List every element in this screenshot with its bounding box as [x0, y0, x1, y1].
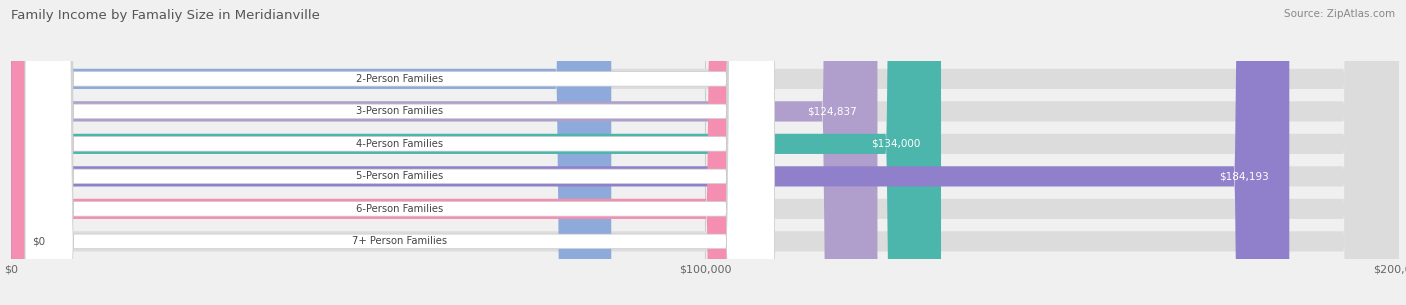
Text: 6-Person Families: 6-Person Families: [356, 204, 443, 214]
FancyBboxPatch shape: [25, 0, 775, 305]
Text: $184,193: $184,193: [1219, 171, 1268, 181]
Text: $108,125: $108,125: [690, 204, 741, 214]
Text: 5-Person Families: 5-Person Families: [356, 171, 443, 181]
FancyBboxPatch shape: [11, 0, 762, 305]
FancyBboxPatch shape: [25, 0, 775, 305]
FancyBboxPatch shape: [11, 0, 941, 305]
FancyBboxPatch shape: [25, 0, 775, 305]
Text: 2-Person Families: 2-Person Families: [356, 74, 443, 84]
FancyBboxPatch shape: [11, 0, 1399, 305]
FancyBboxPatch shape: [11, 0, 1399, 305]
Text: Source: ZipAtlas.com: Source: ZipAtlas.com: [1284, 9, 1395, 19]
FancyBboxPatch shape: [11, 0, 1399, 305]
FancyBboxPatch shape: [11, 0, 1399, 305]
FancyBboxPatch shape: [11, 0, 1289, 305]
FancyBboxPatch shape: [11, 0, 877, 305]
FancyBboxPatch shape: [11, 0, 612, 305]
FancyBboxPatch shape: [25, 0, 775, 305]
FancyBboxPatch shape: [11, 0, 1399, 305]
FancyBboxPatch shape: [11, 0, 1399, 305]
Text: $0: $0: [32, 236, 45, 246]
FancyBboxPatch shape: [25, 0, 775, 305]
Text: 3-Person Families: 3-Person Families: [356, 106, 443, 117]
Text: $86,477: $86,477: [547, 74, 591, 84]
Text: $124,837: $124,837: [807, 106, 856, 117]
Text: 7+ Person Families: 7+ Person Families: [353, 236, 447, 246]
Text: Family Income by Famaliy Size in Meridianville: Family Income by Famaliy Size in Meridia…: [11, 9, 321, 22]
Text: $134,000: $134,000: [870, 139, 920, 149]
Text: 4-Person Families: 4-Person Families: [356, 139, 443, 149]
FancyBboxPatch shape: [25, 0, 775, 305]
